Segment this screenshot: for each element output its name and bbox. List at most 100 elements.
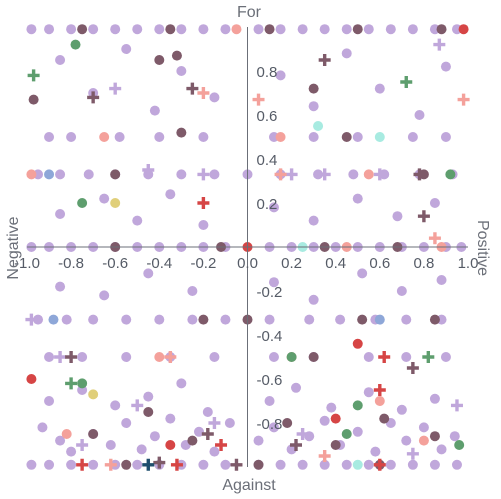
data-point-0-42: [66, 459, 77, 470]
data-point-6-1: [88, 389, 99, 400]
data-point-0-93: [308, 132, 319, 142]
data-point-0-105: [401, 352, 412, 362]
y-tick-label: -0.4: [257, 328, 283, 345]
data-point-0-54: [341, 459, 352, 470]
data-point-0-78: [154, 314, 165, 325]
data-point-4-0: [70, 39, 81, 50]
data-point-8-11: [131, 399, 144, 412]
data-point-2-11: [61, 429, 72, 439]
data-point-0-129: [401, 435, 412, 446]
x-tick-label: -0.6: [102, 255, 128, 272]
data-point-8-7: [76, 439, 89, 451]
data-point-1-23: [429, 314, 440, 325]
data-point-8-13: [285, 168, 298, 181]
data-point-0-126: [352, 426, 363, 437]
data-point-0-147: [121, 44, 132, 54]
data-point-2-10: [363, 169, 374, 180]
data-point-1-18: [110, 169, 121, 180]
data-point-0-75: [61, 314, 72, 325]
data-point-0-96: [440, 132, 451, 142]
data-point-0-164: [352, 193, 363, 204]
data-point-3-3: [330, 413, 341, 424]
data-point-0-170: [187, 286, 198, 296]
data-point-2-1: [99, 132, 110, 142]
data-point-0-168: [99, 290, 110, 301]
data-point-0-17: [407, 24, 418, 35]
x-tick-label: 1.0: [458, 255, 479, 272]
data-point-9-4: [417, 210, 430, 223]
data-point-0-104: [363, 352, 374, 362]
data-point-12-3: [65, 377, 78, 390]
data-point-0-161: [198, 220, 209, 230]
data-point-0-115: [165, 413, 176, 424]
data-point-0-157: [55, 209, 66, 219]
data-point-0-112: [121, 418, 132, 428]
data-point-0-6: [154, 24, 165, 35]
y-tick-label: -0.2: [257, 284, 283, 301]
data-point-0-167: [55, 281, 66, 292]
data-point-0-132: [449, 431, 460, 442]
data-point-13-0: [142, 458, 155, 471]
data-point-2-6: [154, 352, 165, 362]
data-point-8-4: [25, 313, 38, 326]
data-point-0-95: [407, 132, 418, 142]
data-point-0-159: [132, 215, 143, 226]
x-tick-labels: -1.0 -0.8 -0.6 -0.4 -0.2 0.0 0.2 0.4 0.6 0.8 1.0: [14, 255, 478, 272]
data-point-0-141: [326, 402, 337, 413]
data-point-1-24: [88, 429, 99, 439]
data-point-10-0: [252, 93, 265, 106]
data-point-1-30: [429, 431, 440, 442]
data-point-0-53: [319, 459, 330, 470]
data-point-0-65: [176, 169, 187, 180]
data-point-0-156: [440, 61, 451, 72]
x-tick-label: -0.8: [58, 255, 84, 272]
data-point-4-2: [286, 352, 297, 362]
data-point-0-144: [429, 393, 440, 404]
data-point-1-3: [352, 24, 363, 35]
data-point-1-4: [436, 24, 447, 35]
data-point-0-162: [268, 202, 279, 213]
data-point-5-0: [374, 132, 385, 142]
data-point-0-108: [55, 435, 66, 446]
data-point-0-4: [110, 24, 121, 35]
x-tick-label: 0.8: [413, 255, 434, 272]
data-point-12-1: [400, 76, 413, 88]
data-point-0-118: [209, 446, 220, 457]
data-point-1-17: [176, 127, 187, 138]
data-point-0-80: [220, 314, 231, 325]
data-point-8-10: [406, 447, 419, 460]
data-point-0-69: [313, 169, 324, 180]
data-point-10-7: [104, 458, 117, 471]
data-point-10-6: [274, 168, 287, 181]
data-point-0-138: [202, 407, 213, 417]
data-point-4-4: [352, 400, 363, 411]
data-point-0-121: [268, 422, 279, 433]
data-point-1-10: [253, 459, 264, 470]
data-point-3-0: [458, 24, 469, 35]
x-tick-label: -0.2: [190, 255, 216, 272]
data-point-0-43: [88, 459, 99, 470]
data-point-1-27: [282, 418, 293, 428]
data-point-0-76: [88, 314, 99, 325]
data-point-0-149: [176, 66, 187, 76]
data-point-11-2: [373, 384, 386, 396]
data-point-12-2: [422, 351, 435, 363]
data-point-0-48: [198, 459, 209, 470]
data-point-9-8: [201, 428, 214, 440]
data-point-1-28: [330, 440, 341, 450]
data-point-0-136: [143, 391, 154, 402]
data-point-0-148: [149, 105, 160, 116]
data-point-0-11: [275, 24, 286, 35]
y-tick-label: -0.8: [257, 416, 283, 433]
data-point-0-142: [363, 387, 374, 398]
data-point-0-109: [66, 446, 77, 457]
data-point-0-153: [341, 48, 352, 59]
data-point-1-1: [165, 24, 176, 35]
label-bottom: Against: [222, 477, 276, 494]
data-point-0-89: [114, 132, 125, 142]
data-point-0-15: [363, 24, 374, 35]
data-point-0-165: [392, 211, 403, 222]
data-point-4-1: [77, 198, 88, 208]
label-right: Positive: [474, 220, 491, 276]
data-point-8-1: [109, 82, 122, 95]
